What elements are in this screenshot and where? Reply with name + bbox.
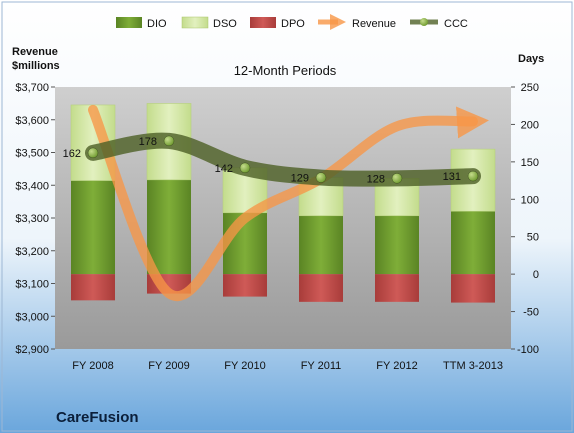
bar-dio-1 (147, 179, 191, 275)
legend-swatch-dpo (250, 17, 276, 28)
right-tick-label-1: -50 (523, 307, 539, 319)
ccc-line (85, 132, 481, 187)
bar-dpo-5 (451, 274, 495, 303)
bar-dpo-2 (223, 274, 267, 297)
left-tick-label-8: $3,700 (15, 82, 49, 94)
ccc-point-2 (239, 162, 251, 174)
legend-label-dpo: DPO (281, 18, 305, 30)
ccc-point-5 (467, 170, 479, 182)
ccc-data-label-2: 142 (215, 163, 233, 175)
ccc-point-3 (315, 172, 327, 183)
right-tick-label-4: 100 (521, 194, 539, 206)
bar-dpo-4 (375, 274, 419, 302)
right-axis-label: Days (518, 53, 544, 65)
bar-dio-4 (375, 215, 419, 275)
right-tick-label-6: 200 (521, 119, 539, 131)
legend-swatch-ccc-dot (420, 18, 428, 26)
legend-label-dio: DIO (147, 18, 167, 30)
ccc-data-label-4: 128 (367, 173, 385, 185)
legend-label-ccc: CCC (444, 18, 468, 30)
legend-swatch-dso (181, 16, 209, 29)
right-tick-label-5: 150 (521, 157, 539, 169)
bar-dio-3 (299, 215, 343, 275)
right-axis-ticks: -100 -50 0 50 100 150 200 250 (511, 82, 539, 356)
bar-dpo-0 (71, 274, 115, 301)
left-tick-label-4: $3,300 (15, 213, 49, 225)
left-tick-label-0: $2,900 (15, 344, 49, 356)
lines-layer: 162 178 142 129 128 131 (63, 104, 489, 301)
right-tick-label-2: 0 (533, 269, 539, 281)
ccc-data-label-1: 178 (139, 136, 157, 148)
plot-area (55, 87, 511, 349)
ccc-data-label-5: 131 (443, 171, 461, 183)
legend-label-dso: DSO (213, 18, 237, 30)
ccc-point-1 (163, 135, 175, 147)
right-tick-label-7: 250 (521, 82, 539, 94)
category-labels: FY 2008 FY 2009 FY 2010 FY 2011 FY 2012 TTM 3… (72, 360, 503, 372)
legend-swatch-dio (116, 17, 142, 28)
legend-label-revenue: Revenue (352, 18, 396, 30)
ccc-point-0 (87, 147, 99, 159)
ccc-point-4 (391, 173, 403, 184)
chart-title: 12-Month Periods (234, 63, 337, 78)
left-tick-label-1: $3,000 (15, 311, 49, 323)
left-tick-label-6: $3,500 (15, 148, 49, 160)
category-label-0: FY 2008 (72, 360, 113, 372)
category-label-5: TTM 3-2013 (443, 360, 503, 372)
left-axis-label-line2: $millions (12, 60, 60, 72)
left-axis-label-line1: Revenue (12, 46, 58, 58)
category-label-3: FY 2011 (301, 360, 342, 372)
category-label-4: FY 2012 (376, 360, 417, 372)
company-name: CareFusion (56, 409, 139, 426)
legend: DIO DSO DPO Revenue CCC (116, 13, 468, 31)
left-tick-label-7: $3,600 (15, 115, 49, 127)
right-tick-label-3: 50 (527, 232, 539, 244)
category-label-2: FY 2010 (224, 360, 265, 372)
right-tick-label-0: -100 (517, 344, 539, 356)
left-axis-ticks: $2,900 $3,000 $3,100 $3,200 $3,300 $3,400 $3,5… (15, 82, 55, 356)
ccc-data-label-0: 162 (63, 148, 81, 160)
category-label-1: FY 2009 (148, 360, 189, 372)
bar-dpo-3 (299, 274, 343, 302)
bar-dio-5 (451, 211, 495, 275)
revenue-line (88, 104, 489, 301)
left-tick-label-3: $3,200 (15, 246, 49, 258)
bar-dio-0 (71, 180, 115, 275)
left-tick-label-5: $3,400 (15, 180, 49, 192)
ccc-data-label-3: 129 (291, 173, 309, 185)
left-tick-label-2: $3,100 (15, 279, 49, 291)
